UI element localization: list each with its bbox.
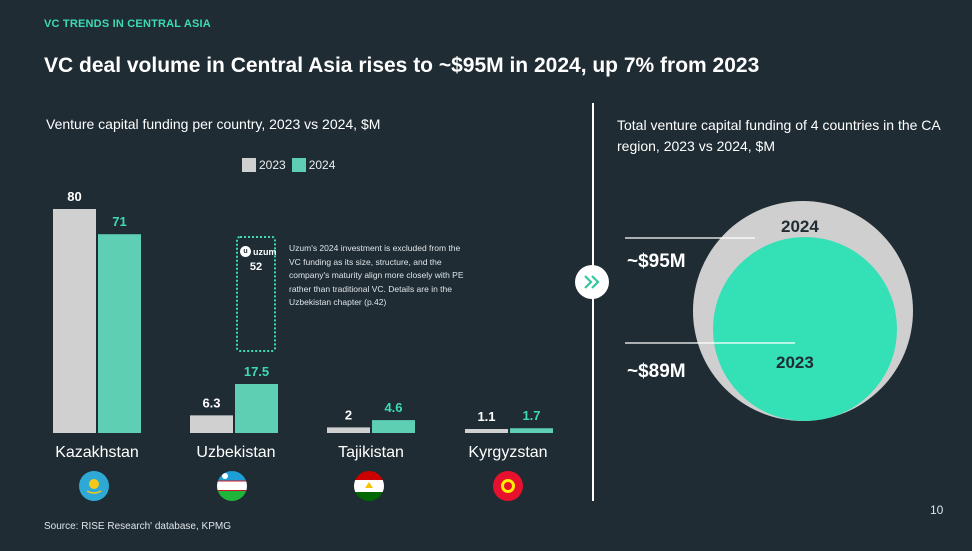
legend-item-2024: 2024 [291, 158, 336, 172]
circle-year-2024: 2024 [781, 217, 819, 236]
data-label-kazakhstan-2024: 71 [112, 214, 126, 229]
legend-item-2023: 2023 [242, 158, 286, 172]
bar-kazakhstan-2024 [98, 234, 141, 433]
uzum-value: 52 [249, 261, 263, 273]
category-label-uzbekistan: Uzbekistan [196, 444, 275, 461]
page-number: 10 [930, 503, 944, 517]
double-chevron-right-icon [584, 275, 600, 289]
chart-legend: 2023 2024 [242, 158, 341, 172]
data-label-uzbekistan-2024: 17.5 [244, 364, 269, 379]
bubble-chart-title: Total venture capital funding of 4 count… [617, 117, 940, 154]
data-label-uzbekistan-2023: 6.3 [202, 395, 220, 410]
bar-chart-title: Venture capital funding per country, 202… [46, 116, 381, 132]
bar-uzbekistan-2024 [235, 384, 278, 433]
section-kicker: VC TRENDS IN CENTRAL ASIA [44, 18, 211, 30]
page-title: VC deal volume in Central Asia rises to … [44, 54, 760, 77]
bar-kyrgyzstan-2023 [465, 429, 508, 433]
circle-year-2023: 2023 [776, 353, 814, 372]
uzum-logo: u uzum [240, 246, 277, 257]
bar-tajikistan-2023 [327, 427, 370, 433]
bar-uzbekistan-2023 [190, 415, 233, 433]
legend-swatch-2023 [242, 158, 256, 172]
value-label-2023: ~$89M [627, 361, 686, 382]
data-label-tajikistan-2023: 2 [345, 407, 352, 422]
value-label-2024: ~$95M [627, 251, 686, 272]
bar-kyrgyzstan-2024 [510, 428, 553, 433]
data-label-kyrgyzstan-2024: 1.7 [522, 408, 540, 423]
category-label-kyrgyzstan: Kyrgyzstan [468, 444, 547, 461]
kyrgyzstan-flag-icon [493, 471, 523, 501]
legend-swatch-2024 [291, 158, 306, 172]
category-label-tajikistan: Tajikistan [338, 444, 404, 461]
uzum-logo-icon: u [240, 246, 251, 257]
circle-2023 [713, 237, 897, 421]
legend-label-2024: 2024 [308, 158, 336, 172]
uzbekistan-flag-icon [217, 471, 247, 501]
data-label-tajikistan-2024: 4.6 [384, 400, 402, 415]
bar-tajikistan-2024 [372, 420, 415, 433]
kazakhstan-flag-icon [79, 471, 109, 501]
legend-label-2023: 2023 [259, 158, 286, 172]
vertical-divider [592, 103, 594, 501]
bar-kazakhstan-2023 [53, 209, 96, 433]
forward-arrow-button[interactable] [575, 265, 609, 299]
data-label-kyrgyzstan-2023: 1.1 [477, 409, 495, 424]
source-note: Source: RISE Research' database, KPMG [44, 521, 231, 532]
data-label-kazakhstan-2023: 80 [67, 189, 81, 204]
uzum-brand-label: uzum [253, 246, 277, 257]
category-label-kazakhstan: Kazakhstan [55, 444, 139, 461]
uzum-dotted-box [236, 236, 276, 352]
tajikistan-flag-icon [354, 471, 384, 501]
uzum-note: Uzum's 2024 investment is excluded from … [289, 243, 464, 307]
